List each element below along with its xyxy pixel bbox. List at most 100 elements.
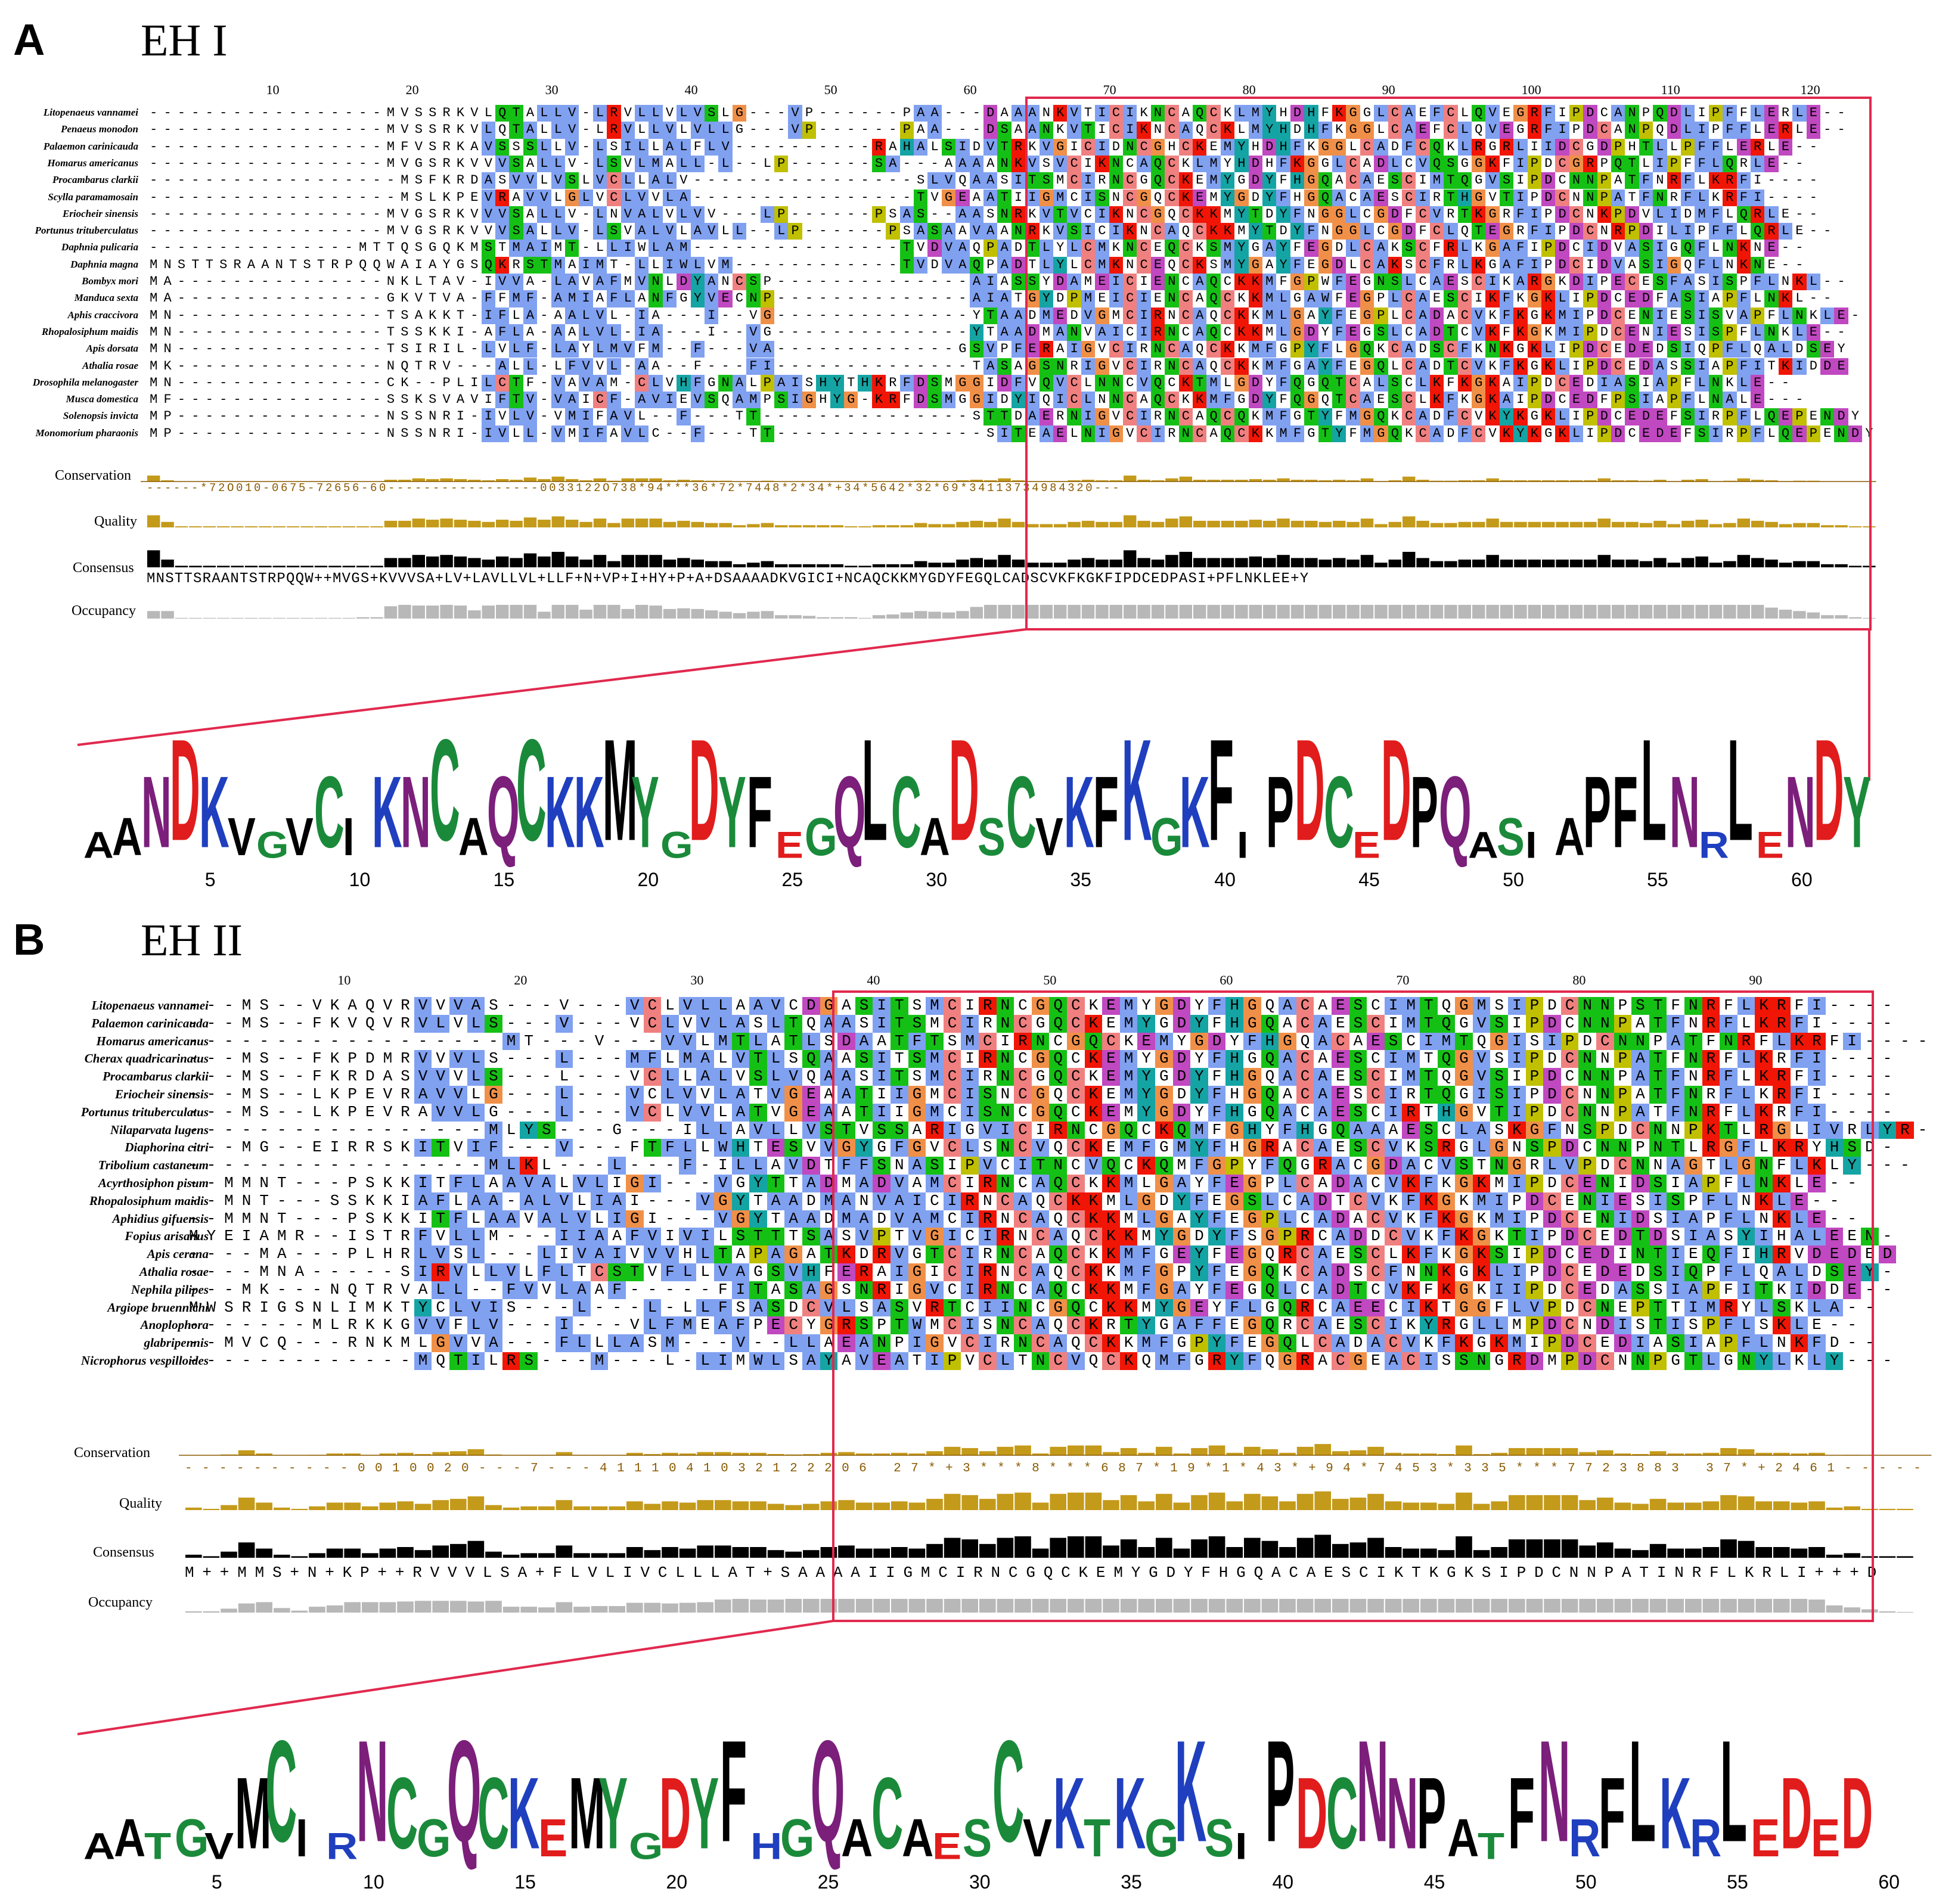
ruler-number: 10 [266,82,280,98]
panel-a: A EH I 10 20 30 40 50 60 70 80 90 100 110 120 Litop… [0,0,1933,900]
residue: C [1109,105,1123,122]
logo-letter: Y [1843,762,1871,864]
logo-letter: L [1641,719,1667,864]
logo-letter: F [1612,762,1638,864]
residue: - [216,105,230,122]
residue: N [1040,105,1053,122]
panel-title: EH I [141,18,228,63]
residue: D [983,105,998,122]
logo-letter: G [660,827,693,864]
logo-letter: E [1352,827,1380,864]
residue: L [551,105,565,122]
logo-letter: L [1727,719,1753,864]
logo-letter: K [1180,762,1210,864]
logo-letter: R [1699,827,1729,864]
residue: - [370,105,383,122]
logo-letter: K [574,762,604,864]
logo-letter: F [747,762,772,864]
residue: S [412,105,426,122]
logo-letter: G [1150,810,1183,864]
residue: D [1290,105,1305,122]
residue: L [718,105,732,122]
logo-letter: D [689,719,719,864]
residue: - [272,105,286,122]
residue: M [384,105,398,122]
residue: L [482,105,495,122]
residue: - [244,105,258,122]
logo-letter: A [920,810,950,864]
residue: K [454,105,467,122]
species-name: Athalia rosae [82,361,138,371]
logo-axis-number: 40 [1214,869,1236,891]
residue: - [160,105,174,122]
residue: Q [1193,105,1207,122]
residue: - [342,105,356,122]
residue: - [286,105,300,122]
logo-letter: K [545,762,575,864]
species-name: Apis dorsata [86,343,138,353]
residue: V [621,105,635,122]
residue: V [788,105,802,122]
species-name: Homarus americanus [47,158,138,168]
residue: L [1234,105,1249,122]
logo-letter: D [1381,719,1411,864]
logo-letter: A [1555,810,1585,864]
logo-letter: F [1208,719,1234,864]
species-name: Manduca sexta [75,293,138,303]
residue: - [147,105,160,122]
residue: - [761,105,774,122]
residue: I [1095,105,1109,122]
residue: V [1067,105,1081,122]
logo-letter: I [343,810,355,864]
logo-letter: A [112,810,142,864]
logo-letter: N [1670,762,1700,864]
logo-letter: E [1756,827,1784,864]
logo-axis-number: 45 [1358,869,1380,891]
residue: - [328,105,342,122]
species-name: Litopenaeus vannamei [44,107,138,117]
logo-axis-number: 60 [1791,869,1813,891]
logo-letter: S [978,810,1006,864]
species-name: Daphnia pulicaria [61,242,138,252]
residue: V [690,105,705,122]
logo-letter: C [314,762,345,864]
residue: L [635,105,649,122]
logo-letter: I [1525,827,1537,864]
residue: - [942,105,955,122]
residue: C [1165,105,1179,122]
residue: S [705,105,719,122]
logo-letter: D [949,719,979,864]
residue: - [872,105,886,122]
logo-axis-number: 30 [926,869,947,891]
logo-letter: K [1122,719,1152,864]
ruler-number: 60 [964,82,977,98]
residue: - [314,105,328,122]
residue: - [830,105,844,122]
logo-letter: G [805,810,837,864]
residue: H [1276,105,1290,122]
residue: S [426,105,439,122]
residue: L [649,105,663,122]
residue: L [592,105,607,122]
residue: A [927,105,942,122]
residue: - [970,105,983,122]
ruler-number: 90 [1382,82,1395,98]
logo-axis-number: 50 [1503,869,1524,891]
residue: - [230,105,244,122]
residue: L [537,105,551,122]
residue: M [1248,105,1262,122]
logo-letter: A [1468,827,1498,864]
logo-letter: P [1410,762,1438,864]
logo-axis-number: 20 [638,869,659,891]
logo-axis-number: 10 [349,869,371,891]
residue: N [1150,105,1165,122]
logo-letter: P [1583,762,1611,864]
residue: - [746,105,760,122]
logo-letter: C [516,719,547,864]
residue: V [467,105,481,122]
residue: - [886,105,899,122]
residue: R [607,105,621,122]
logo-letter: D [170,719,200,864]
species-name: Rhopalosiphum maidis [42,327,138,337]
logo-letter: C [1006,762,1037,864]
